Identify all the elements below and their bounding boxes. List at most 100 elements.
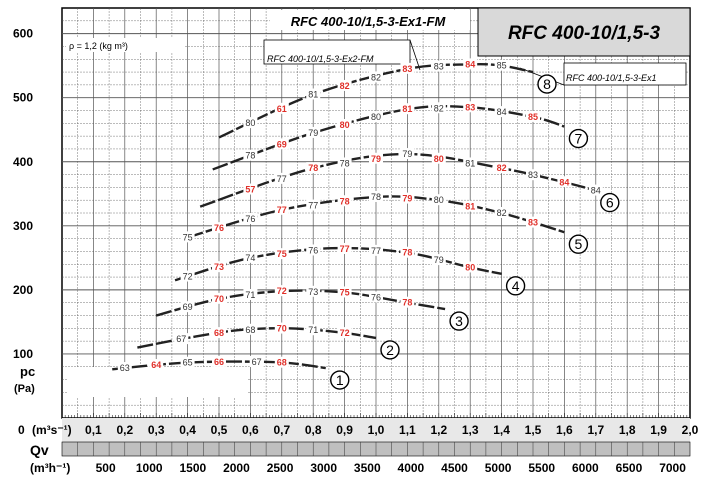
x2-tick-label: 3000 [310,461,337,475]
efficiency-label: 76 [245,214,255,224]
curve-number-label: 7 [575,131,583,147]
efficiency-label: 77 [308,201,318,211]
efficiency-label-bg [337,119,352,131]
x-tick-label: 1,2 [430,423,447,437]
efficiency-label: 79 [402,194,412,204]
y-axis-unit: (Pa) [14,383,35,395]
efficiency-label-bg [526,169,540,181]
efficiency-label-bg [369,190,383,202]
x-tick-label: 1,3 [462,423,479,437]
efficiency-label: 65 [183,358,193,368]
efficiency-label-bg [274,248,289,260]
x-axis-zero: 0 [18,423,25,437]
q-axis-label: Qv [30,442,49,458]
efficiency-label-bg [494,59,509,71]
efficiency-label: 69 [183,302,193,312]
efficiency-label-bg [369,291,383,303]
density-note: ρ = 1,2 (kg m³) [69,41,128,51]
curve-number-label: 3 [455,313,463,329]
x-axis-band [62,418,690,442]
efficiency-label-bg [243,183,258,195]
efficiency-label: 78 [245,151,255,161]
efficiency-label-bg [306,88,321,100]
efficiency-label-bg [463,261,478,273]
curve-number-circle [505,276,526,296]
efficiency-label: 67 [252,357,262,367]
efficiency-label-bg [174,333,189,345]
efficiency-label: 80 [434,195,444,205]
efficiency-label-bg [306,244,321,256]
efficiency-label: 73 [308,287,318,297]
efficiency-label: 66 [214,357,224,367]
efficiency-label-bg [180,231,195,243]
efficiency-label: 84 [465,59,475,69]
efficiency-label: 80 [245,118,255,128]
efficiency-label: 78 [308,163,318,173]
x2-tick-label: 6000 [572,461,599,475]
efficiency-label: 83 [434,62,444,72]
efficiency-label: 67 [176,334,186,344]
efficiency-label-bg [431,152,446,164]
x2-tick-label: 7000 [659,461,686,475]
efficiency-label: 82 [434,103,444,113]
efficiency-label-bg [369,152,383,164]
efficiency-label-bg [400,103,415,115]
efficiency-label: 76 [308,245,318,255]
efficiency-label: 77 [371,246,381,256]
x-tick-label: 0,9 [336,423,353,437]
y-tick-label: 500 [13,91,33,105]
x-tick-label: 1,7 [587,423,604,437]
efficiency-label: 85 [497,61,507,71]
x-tick-label: 0,4 [179,423,196,437]
curve-number-label: 8 [543,76,551,92]
y-tick-label: 600 [13,27,33,41]
x2-tick-label: 500 [96,461,116,475]
efficiency-label: 75 [277,249,287,259]
curve-number-circle [380,340,400,360]
efficiency-label-bg [306,162,321,174]
efficiency-label-bg [306,324,321,336]
efficiency-label: 81 [308,89,318,99]
efficiency-label-bg [526,110,540,122]
efficiency-label: 79 [308,128,318,138]
efficiency-label: 61 [277,104,287,114]
efficiency-label: 76 [371,293,381,303]
efficiency-label-bg [243,289,258,300]
y-tick-label: 200 [13,283,33,297]
efficiency-label: 74 [245,253,255,263]
efficiency-label: 72 [340,328,350,338]
efficiency-label: 81 [465,202,475,212]
efficiency-label: 77 [277,205,287,215]
efficiency-label: 83 [528,170,538,180]
efficiency-label-bg [306,126,321,138]
efficiency-label-bg [337,195,352,207]
efficiency-label-bg [400,246,415,258]
y-tick-label: 100 [13,347,33,361]
x2-tick-label: 4500 [441,461,468,475]
efficiency-label: 82 [340,81,350,91]
efficiency-label-bg [369,244,383,256]
efficiency-label: 80 [434,154,444,164]
x2-tick-label: 1000 [136,461,163,475]
x-tick-label: 0,6 [242,423,259,437]
x2-tick-label: 5000 [485,461,512,475]
x-tick-label: 1,9 [650,423,667,437]
x2-tick-label: 4000 [398,461,425,475]
efficiency-label: 79 [371,154,381,164]
x2-tick-label: 1500 [179,461,206,475]
efficiency-label-bg [274,356,289,368]
x-tick-label: 1,4 [493,423,510,437]
efficiency-label-bg [180,270,195,282]
x-tick-label: 1,5 [525,423,542,437]
efficiency-label: 63 [120,363,130,373]
efficiency-label-bg [212,355,226,367]
efficiency-label: 80 [371,112,381,122]
efficiency-label-bg [463,157,478,169]
efficiency-label: 78 [340,158,350,168]
x2-tick-label: 2500 [267,461,294,475]
curve-number-circle [568,128,589,149]
curve-number-label: 4 [512,278,520,294]
efficiency-label: 82 [371,72,381,82]
efficiency-label-bg [494,162,509,174]
